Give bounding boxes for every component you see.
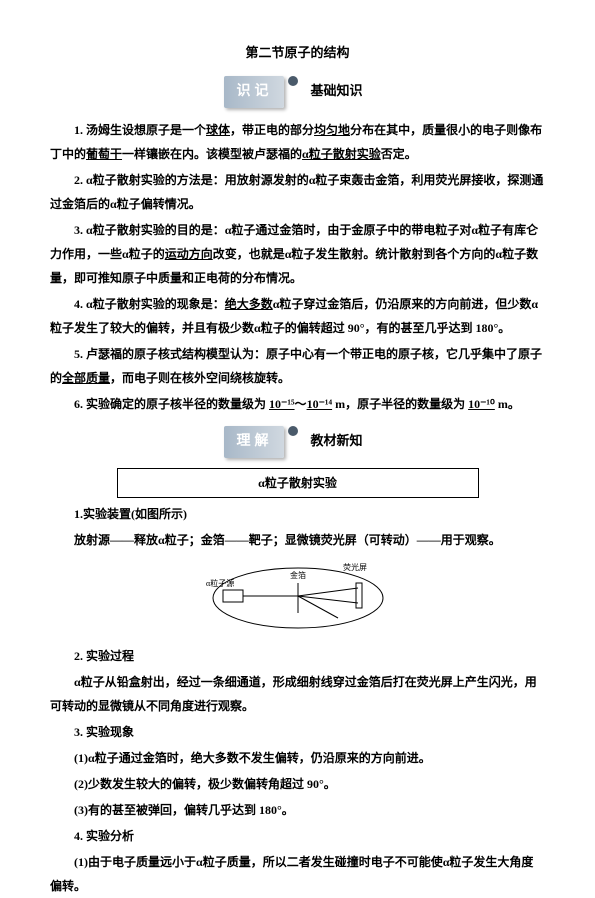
banner-2-main: 理解 <box>224 426 284 458</box>
paragraph-6: 6. 实验确定的原子核半径的数量级为 10⁻¹⁵～10⁻¹⁴ m，原子半径的数量… <box>50 392 545 416</box>
svg-text:金箔: 金箔 <box>290 570 306 580</box>
section-1-line: 放射源——释放α粒子；金箔——靶子；显微镜荧光屏（可转动）——用于观察。 <box>50 528 545 552</box>
text: ～ <box>295 397 307 411</box>
banner-2: 理解 教材新知 <box>50 426 545 458</box>
paragraph-2: 2. α粒子散射实验的方法是：用放射源发射的α粒子束轰击金箔，利用荧光屏接收，探… <box>50 168 545 216</box>
blank: 10⁻¹⁵ <box>269 397 295 411</box>
section-2-title: 2. 实验过程 <box>50 644 545 668</box>
text: ，而电子则在核外空间绕核旋转。 <box>110 371 290 385</box>
text: m，原子半径的数量级为 <box>332 397 468 411</box>
page-title: 第二节原子的结构 <box>50 40 545 66</box>
svg-text:α粒子源: α粒子源 <box>206 578 234 588</box>
blank: 运动方向 <box>165 247 213 261</box>
section-3-2: (2)少数发生较大的偏转，极少数偏转角超过 90°。 <box>50 772 545 796</box>
section-4-title: 4. 实验分析 <box>50 824 545 848</box>
text: 6. 实验确定的原子核半径的数量级为 <box>74 397 269 411</box>
dot-icon <box>288 76 298 86</box>
blank: 球体 <box>206 123 230 137</box>
dot-icon <box>288 426 298 436</box>
subtitle-box: α粒子散射实验 <box>117 468 479 498</box>
banner-1-main: 识记 <box>224 76 284 108</box>
section-3-3: (3)有的甚至被弹回，偏转几乎达到 180°。 <box>50 798 545 822</box>
blank: 绝大多数 <box>225 297 273 311</box>
section-3-title: 3. 实验现象 <box>50 720 545 744</box>
svg-text:荧光屏: 荧光屏 <box>343 562 367 572</box>
section-3-1: (1)α粒子通过金箔时，绝大多数不发生偏转，仍沿原来的方向前进。 <box>50 746 545 770</box>
section-2-line: α粒子从铅盒射出，经过一条细通道，形成细射线穿过金箔后打在荧光屏上产生闪光，用可… <box>50 670 545 718</box>
text: 1. 汤姆生设想原子是一个 <box>74 123 206 137</box>
paragraph-3: 3. α粒子散射实验的目的是：α粒子通过金箔时，由于金原子中的带电粒子对α粒子有… <box>50 218 545 290</box>
banner-1-after: 基础知识 <box>302 76 370 108</box>
paragraph-1: 1. 汤姆生设想原子是一个球体，带正电的部分均匀地分布在其中，质量很小的电子则像… <box>50 118 545 166</box>
paragraph-5: 5. 卢瑟福的原子核式结构模型认为：原子中心有一个带正电的原子核，它几乎集中了原… <box>50 342 545 390</box>
blank: 全部质量 <box>62 371 110 385</box>
text: m。 <box>495 397 520 411</box>
blank: 10⁻¹⁴ <box>307 397 333 411</box>
blank: 均匀地 <box>314 123 350 137</box>
section-4-1: (1)由于电子质量远小于α粒子质量，所以二者发生碰撞时电子不可能使α粒子发生大角… <box>50 850 545 898</box>
experiment-diagram: 荧光屏 α粒子源 金箔 <box>50 558 545 638</box>
text: 否定。 <box>381 147 417 161</box>
banner-1: 识记 基础知识 <box>50 76 545 108</box>
text: ，带正电的部分 <box>230 123 314 137</box>
banner-2-after: 教材新知 <box>302 426 370 458</box>
paragraph-4: 4. α粒子散射实验的现象是：绝大多数α粒子穿过金箔后，仍沿原来的方向前进，但少… <box>50 292 545 340</box>
blank: 10⁻¹⁰ <box>468 397 495 411</box>
section-1-title: 1.实验装置(如图所示) <box>50 502 545 526</box>
text: 4. α粒子散射实验的现象是： <box>74 297 225 311</box>
blank: α粒子散射实验 <box>302 147 381 161</box>
blank: 葡萄干 <box>86 147 122 161</box>
diagram-svg: 荧光屏 α粒子源 金箔 <box>198 558 398 638</box>
text: 一样镶嵌在内。该模型被卢瑟福的 <box>122 147 302 161</box>
